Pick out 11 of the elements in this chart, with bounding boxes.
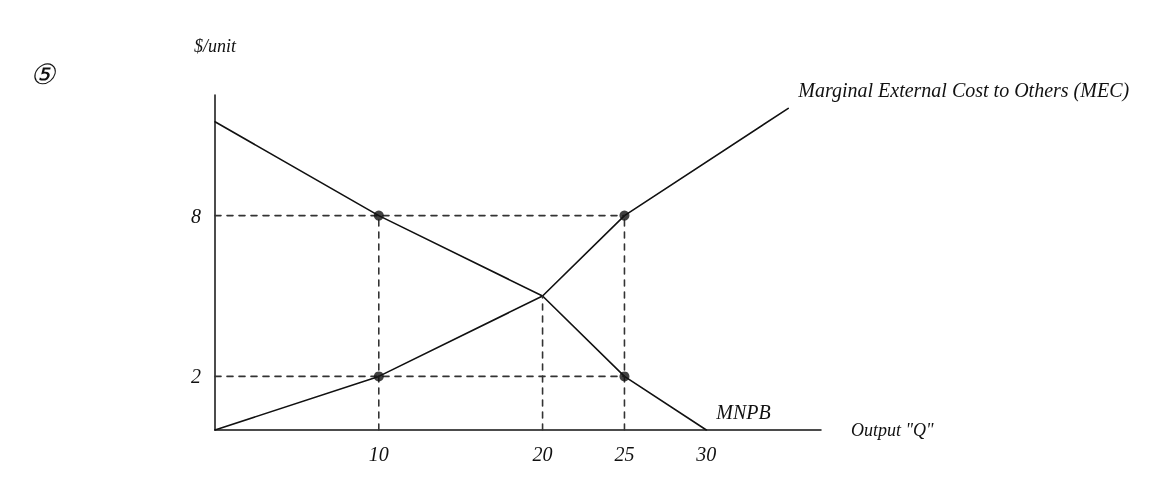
text: ⑤ bbox=[30, 58, 57, 90]
x-tick-label: 30 bbox=[695, 443, 717, 465]
series-label: MNPB bbox=[715, 401, 771, 423]
y-axis-title: $/unit bbox=[193, 36, 237, 56]
y-tick-label: 8 bbox=[191, 204, 201, 227]
x-axis-title: Output "Q" bbox=[851, 420, 935, 440]
x-tick-label: 20 bbox=[532, 443, 553, 465]
y-tick-label: 2 bbox=[191, 365, 201, 388]
x-tick-label: 10 bbox=[368, 443, 389, 465]
series-label: Marginal External Cost to Others (MEC) bbox=[797, 79, 1130, 103]
x-tick-label: 25 bbox=[614, 443, 635, 465]
